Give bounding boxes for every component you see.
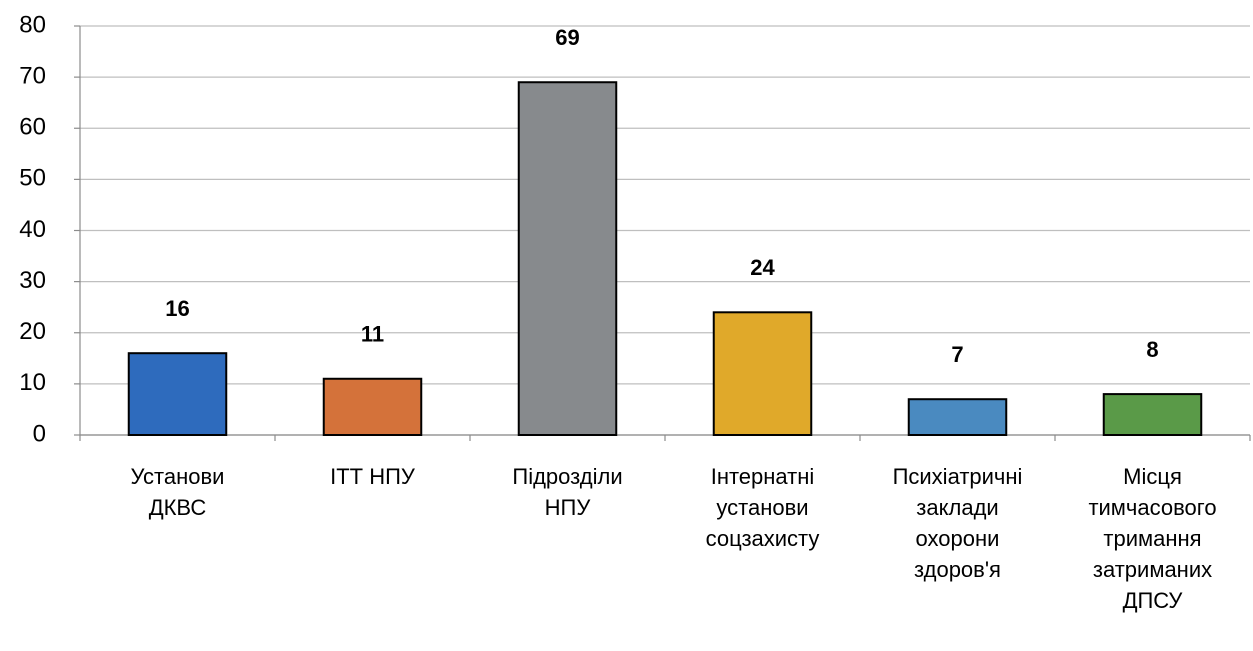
- x-tick-label: тримання: [1103, 526, 1201, 551]
- data-label: 11: [361, 322, 384, 347]
- data-label: 16: [165, 296, 189, 321]
- y-tick-label: 0: [33, 420, 46, 447]
- x-tick-label: Психіатричні: [893, 464, 1023, 489]
- x-tick-label: Місця: [1123, 464, 1182, 489]
- y-tick-label: 30: [19, 267, 46, 294]
- bar: [127, 352, 228, 437]
- y-tick-label: 20: [19, 318, 46, 345]
- data-label: 8: [1146, 337, 1158, 362]
- x-tick-label: здоров'я: [914, 557, 1001, 582]
- x-tick-label: затриманих: [1093, 557, 1212, 582]
- x-tick-label: Інтернатні: [711, 464, 815, 489]
- bar: [1102, 393, 1203, 437]
- bar: [322, 377, 423, 437]
- x-tick-label: заклади: [916, 495, 998, 520]
- data-label: 69: [555, 25, 579, 50]
- x-tick-label: НПУ: [545, 495, 592, 520]
- y-tick-label: 80: [19, 11, 46, 38]
- y-tick-label: 70: [19, 62, 46, 89]
- y-tick-label: 60: [19, 114, 46, 141]
- x-tick-label: соцзахисту: [706, 526, 820, 551]
- bar: [517, 81, 618, 437]
- data-label: 24: [750, 255, 775, 280]
- x-tick-label: охорони: [916, 526, 1000, 551]
- x-tick-label: Установи: [131, 464, 225, 489]
- y-tick-label: 40: [19, 216, 46, 243]
- y-tick-label: 50: [19, 165, 46, 192]
- x-tick-label: ІТТ НПУ: [330, 464, 416, 489]
- x-tick-label: ДКВС: [149, 495, 207, 520]
- x-tick-label: тимчасового: [1088, 495, 1216, 520]
- x-tick-label: Підрозділи: [512, 464, 622, 489]
- x-tick-label: ДПСУ: [1123, 588, 1184, 613]
- x-tick-label: установи: [716, 495, 808, 520]
- y-tick-label: 10: [19, 369, 46, 396]
- data-label: 7: [951, 342, 963, 367]
- bar: [907, 398, 1008, 436]
- bar: [712, 311, 813, 436]
